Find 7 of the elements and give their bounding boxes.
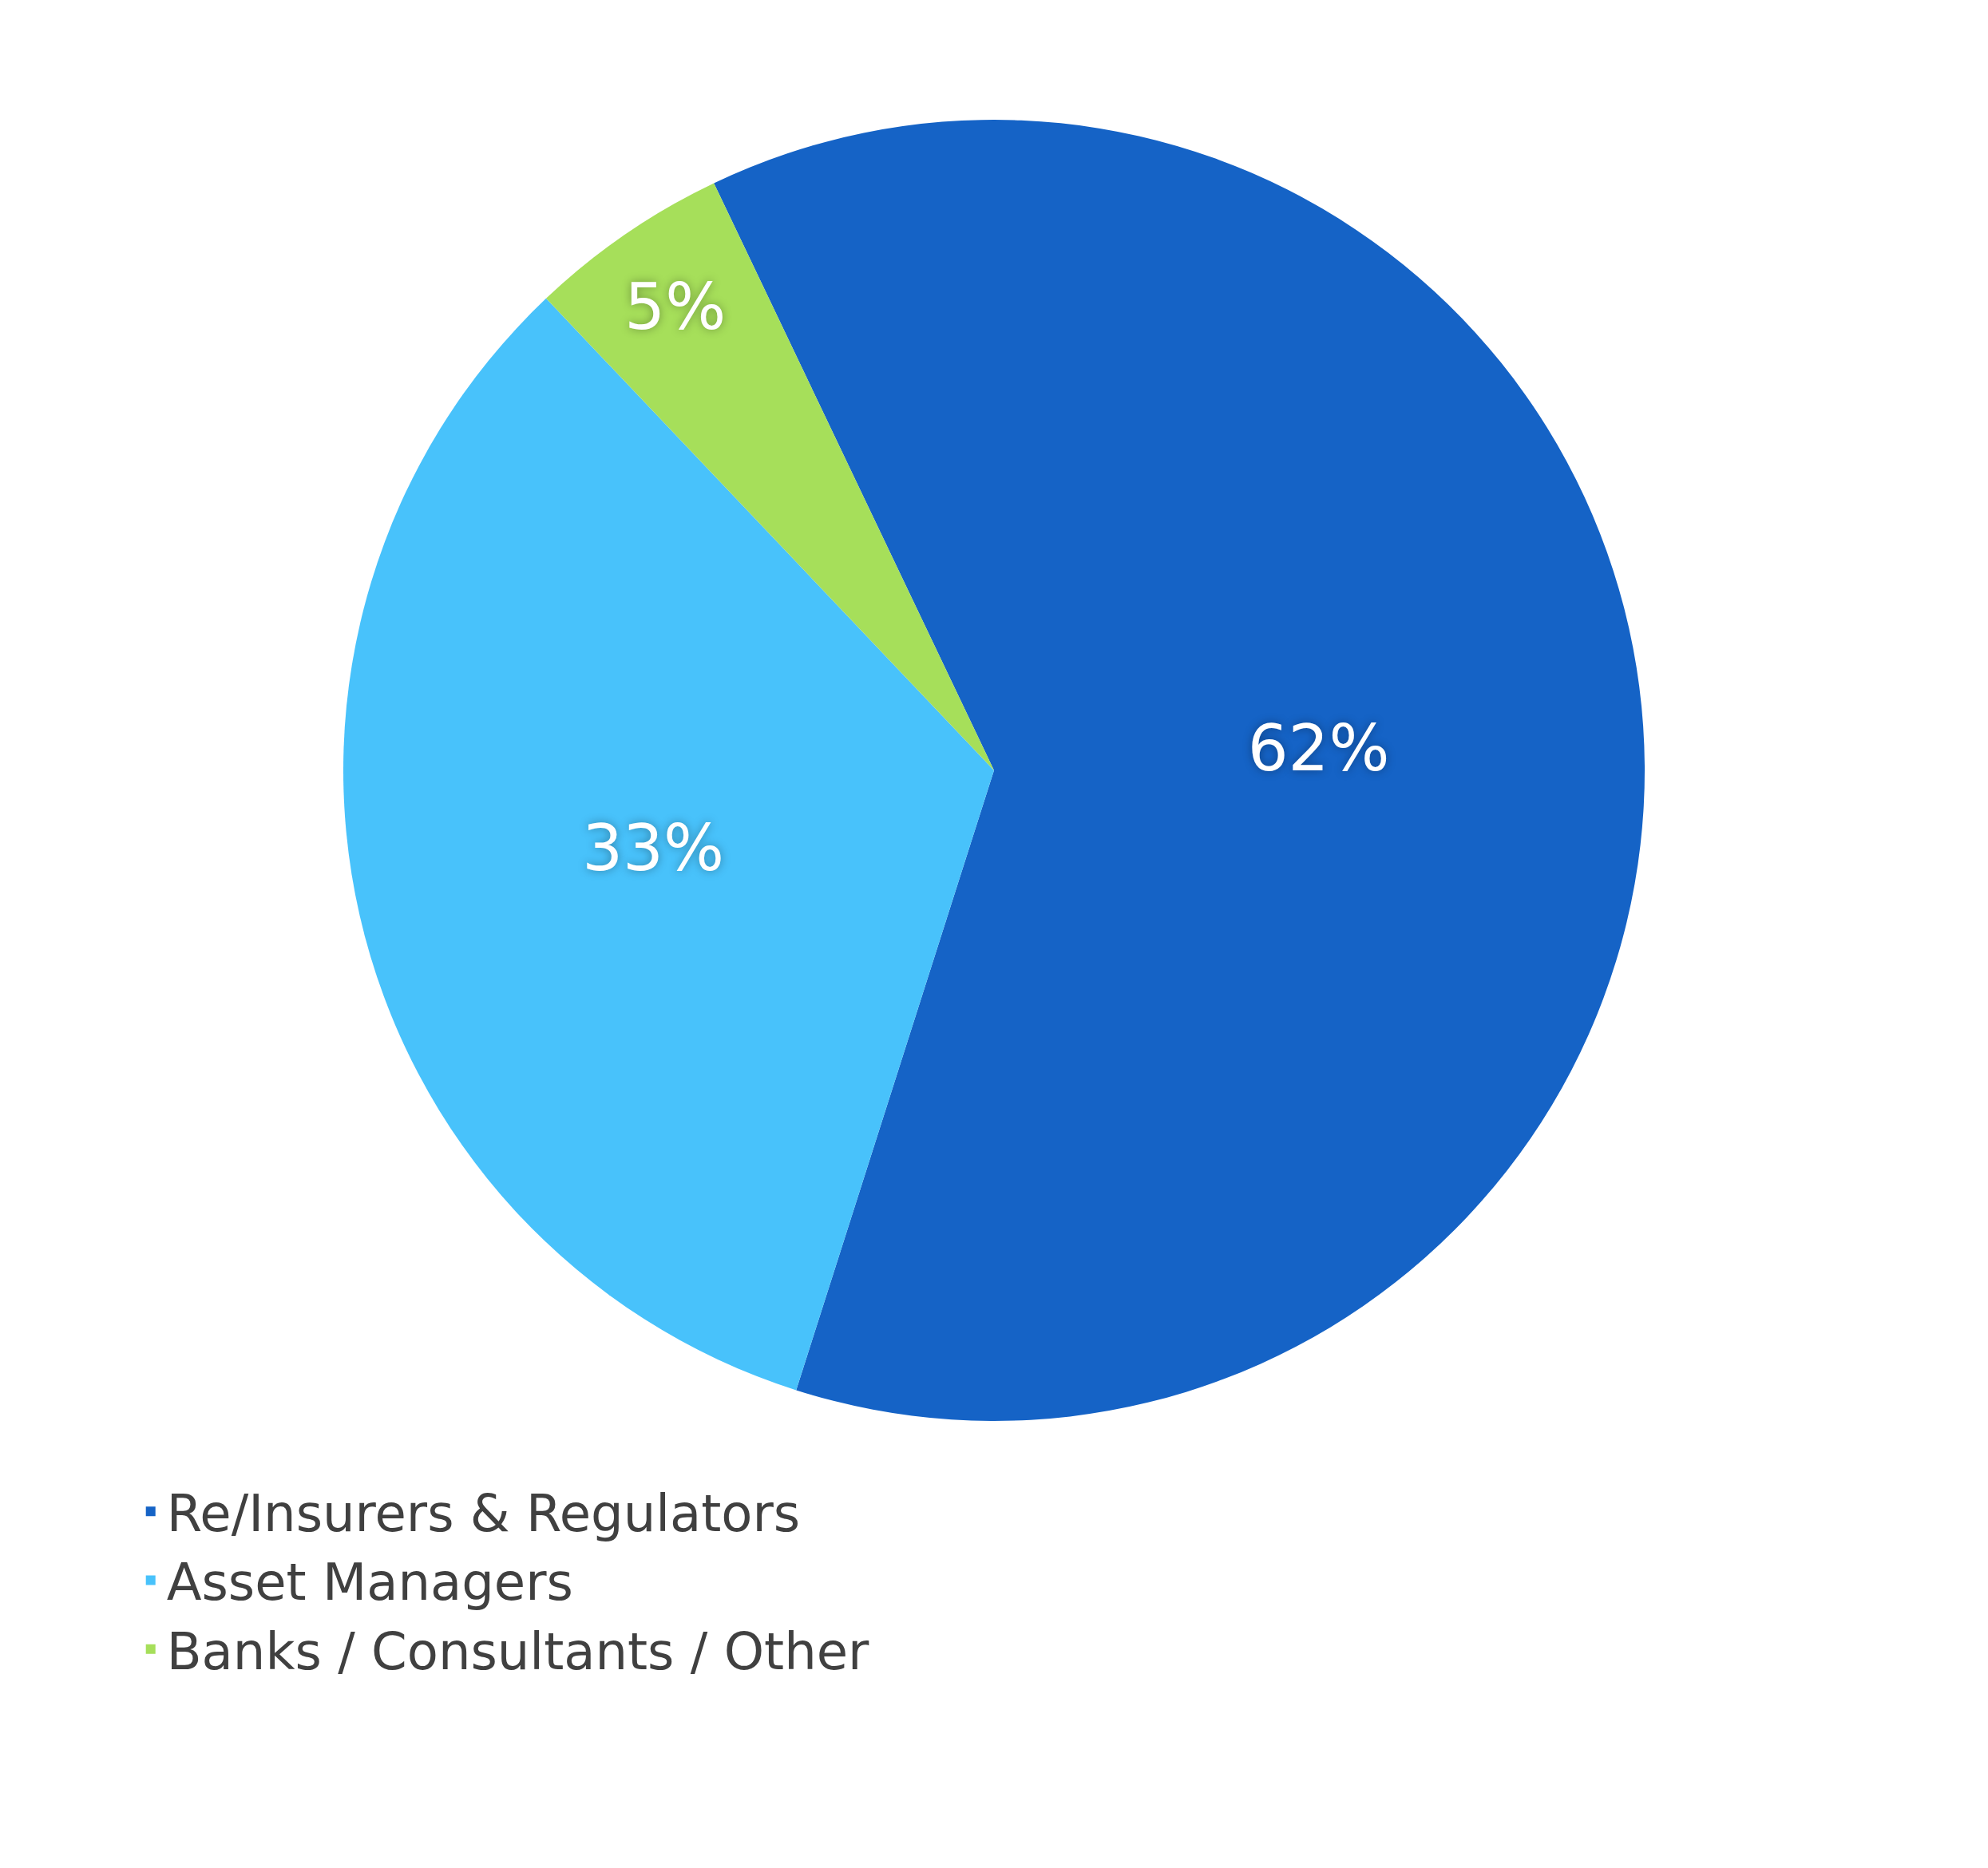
- data-label: 62%: [1247, 710, 1390, 786]
- legend-label: Banks / Consultants / Other: [166, 1621, 870, 1681]
- legend-label: Asset Managers: [166, 1553, 573, 1613]
- pie-slice: [545, 183, 994, 770]
- data-label: 33%: [582, 811, 724, 886]
- data-label: 5%: [624, 269, 727, 344]
- legend-label: Re/Insurers & Regulators: [166, 1484, 801, 1544]
